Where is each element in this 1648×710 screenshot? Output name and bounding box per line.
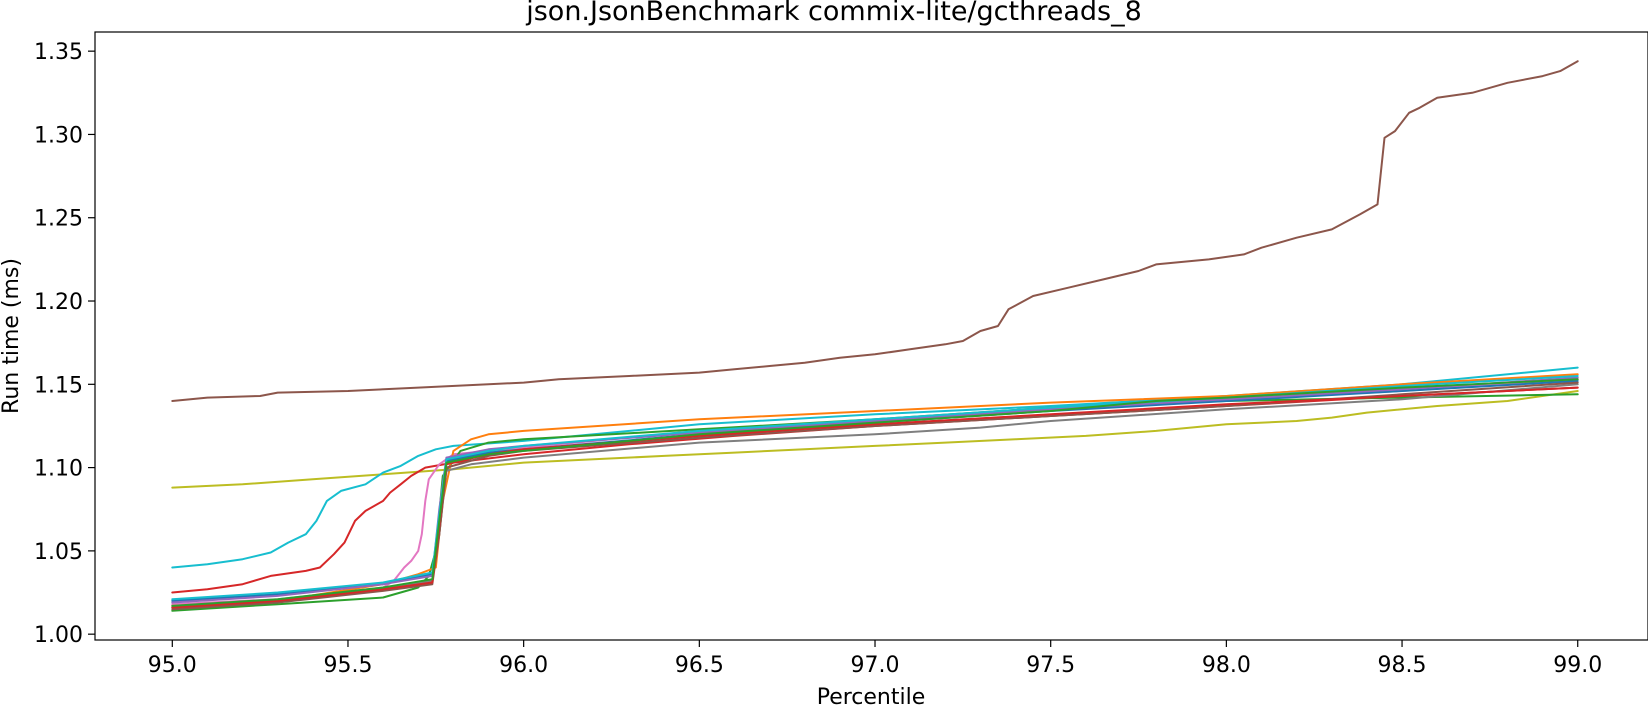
y-tick-label: 1.20 (34, 290, 83, 315)
y-axis-label: Run time (ms) (0, 258, 24, 414)
y-tick-label: 1.30 (34, 123, 83, 148)
series-line-13 (171, 375, 1579, 601)
y-tick-label: 1.35 (34, 40, 83, 65)
plot-area-frame (94, 31, 1648, 641)
y-tick-label: 1.10 (34, 457, 83, 482)
chart-title: json.JsonBenchmark commix-lite/gcthreads… (525, 0, 1142, 27)
series-line-14 (171, 378, 1579, 607)
x-tick-label: 96.0 (499, 653, 548, 678)
x-tick-label: 96.5 (675, 653, 724, 678)
series-line-8 (171, 383, 1579, 609)
series-line-3 (171, 366, 1579, 569)
x-tick-label: 98.0 (1202, 653, 1251, 678)
x-tick-label: 99.0 (1553, 653, 1602, 678)
series-line-7 (171, 373, 1579, 607)
x-tick-label: 95.5 (323, 653, 372, 678)
y-tick-label: 1.00 (34, 623, 83, 648)
x-tick-label: 97.0 (851, 653, 900, 678)
series-layer (171, 60, 1579, 612)
x-axis: 95.0 95.5 96.0 96.5 97.0 97.5 98.0 98.5 99.0 (148, 640, 1602, 678)
y-tick-label: 1.15 (34, 373, 83, 398)
series-line-11 (171, 381, 1579, 611)
x-tick-label: 95.0 (148, 653, 197, 678)
y-tick-label: 1.05 (34, 540, 83, 565)
series-line-1 (171, 60, 1579, 402)
x-axis-label: Percentile (817, 685, 926, 710)
y-axis: 1.00 1.05 1.10 1.15 1.20 1.25 1.30 1.35 (34, 40, 95, 648)
y-tick-label: 1.25 (34, 207, 83, 232)
x-tick-label: 98.5 (1378, 653, 1427, 678)
x-tick-label: 97.5 (1026, 653, 1075, 678)
